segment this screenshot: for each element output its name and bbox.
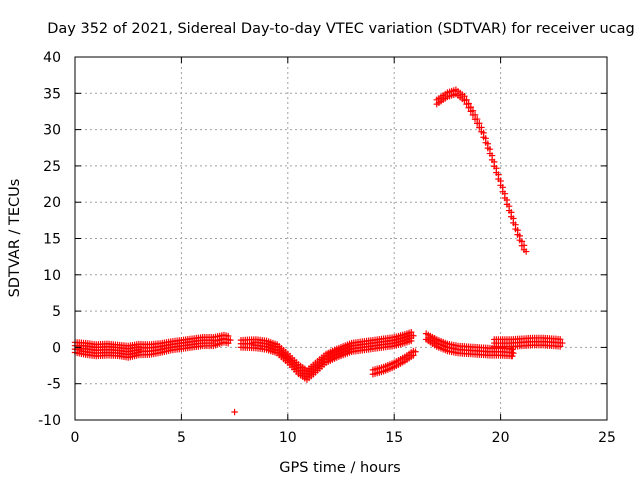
data-point: [478, 124, 485, 131]
x-axis-label: GPS time / hours: [279, 460, 400, 476]
data-point: [225, 332, 232, 340]
chart-title: Day 352 of 2021, Sidereal Day-to-day VTE…: [47, 21, 635, 37]
data-point: [522, 248, 530, 255]
y-tick-label: 10: [43, 268, 61, 284]
data-point: [412, 348, 419, 355]
series-outlier: [231, 408, 238, 416]
x-tick-label: 5: [177, 430, 186, 446]
y-tick-label: 5: [52, 304, 61, 320]
data-point: [499, 184, 506, 191]
data-point: [509, 346, 516, 353]
y-tick-label: 35: [43, 86, 61, 102]
series-descending-segment: [369, 347, 419, 378]
data-point: [508, 209, 515, 216]
data-point: [505, 202, 513, 210]
data-point: [559, 339, 566, 347]
series-late-band: [491, 334, 566, 350]
data-series: [71, 86, 566, 416]
data-point: [501, 190, 509, 197]
data-point: [518, 238, 526, 245]
series-main-band: [71, 331, 234, 361]
axis-ticks: 0 5 10 15 20 25 -10 -5 0 5 10 15 20 25 30 35 40: [38, 50, 616, 446]
y-tick-label: 40: [43, 50, 61, 66]
y-tick-label: 15: [43, 232, 61, 248]
data-point: [493, 165, 500, 172]
data-point: [491, 158, 498, 166]
y-tick-label: 0: [52, 340, 61, 356]
data-point: [497, 177, 504, 185]
data-point: [467, 103, 475, 111]
x-tick-label: 25: [598, 430, 616, 446]
data-point: [461, 93, 468, 100]
y-axis-label: SDTVAR / TECUs: [7, 179, 23, 298]
data-point: [473, 115, 481, 123]
y-tick-label: 25: [43, 159, 61, 175]
data-point: [471, 111, 479, 119]
data-point: [486, 146, 494, 153]
data-point: [510, 215, 517, 222]
y-tick-label: -10: [38, 413, 61, 429]
data-point: [476, 120, 483, 127]
y-tick-label: 30: [43, 123, 61, 139]
data-point: [469, 107, 477, 114]
data-point: [556, 336, 564, 343]
data-point: [510, 350, 517, 357]
data-point: [463, 96, 470, 104]
y-tick-label: -5: [47, 377, 61, 393]
data-point: [514, 227, 521, 234]
data-point: [408, 328, 415, 336]
data-point: [495, 171, 502, 178]
data-point: [480, 129, 487, 137]
series-dip-band: [237, 328, 417, 383]
x-tick-label: 0: [71, 430, 80, 446]
data-point: [227, 336, 234, 344]
data-point: [231, 408, 238, 416]
data-point: [520, 242, 528, 249]
data-point: [516, 232, 523, 240]
y-tick-label: 20: [43, 195, 61, 211]
x-tick-label: 15: [385, 430, 403, 446]
x-tick-label: 10: [279, 430, 297, 446]
x-tick-label: 20: [492, 430, 510, 446]
data-point: [503, 196, 511, 204]
data-point: [482, 135, 489, 142]
data-point: [512, 221, 519, 228]
data-point: [465, 100, 472, 107]
data-point: [410, 332, 417, 339]
data-point: [488, 152, 496, 159]
data-point: [484, 140, 492, 147]
series-high-arc: [433, 86, 530, 255]
